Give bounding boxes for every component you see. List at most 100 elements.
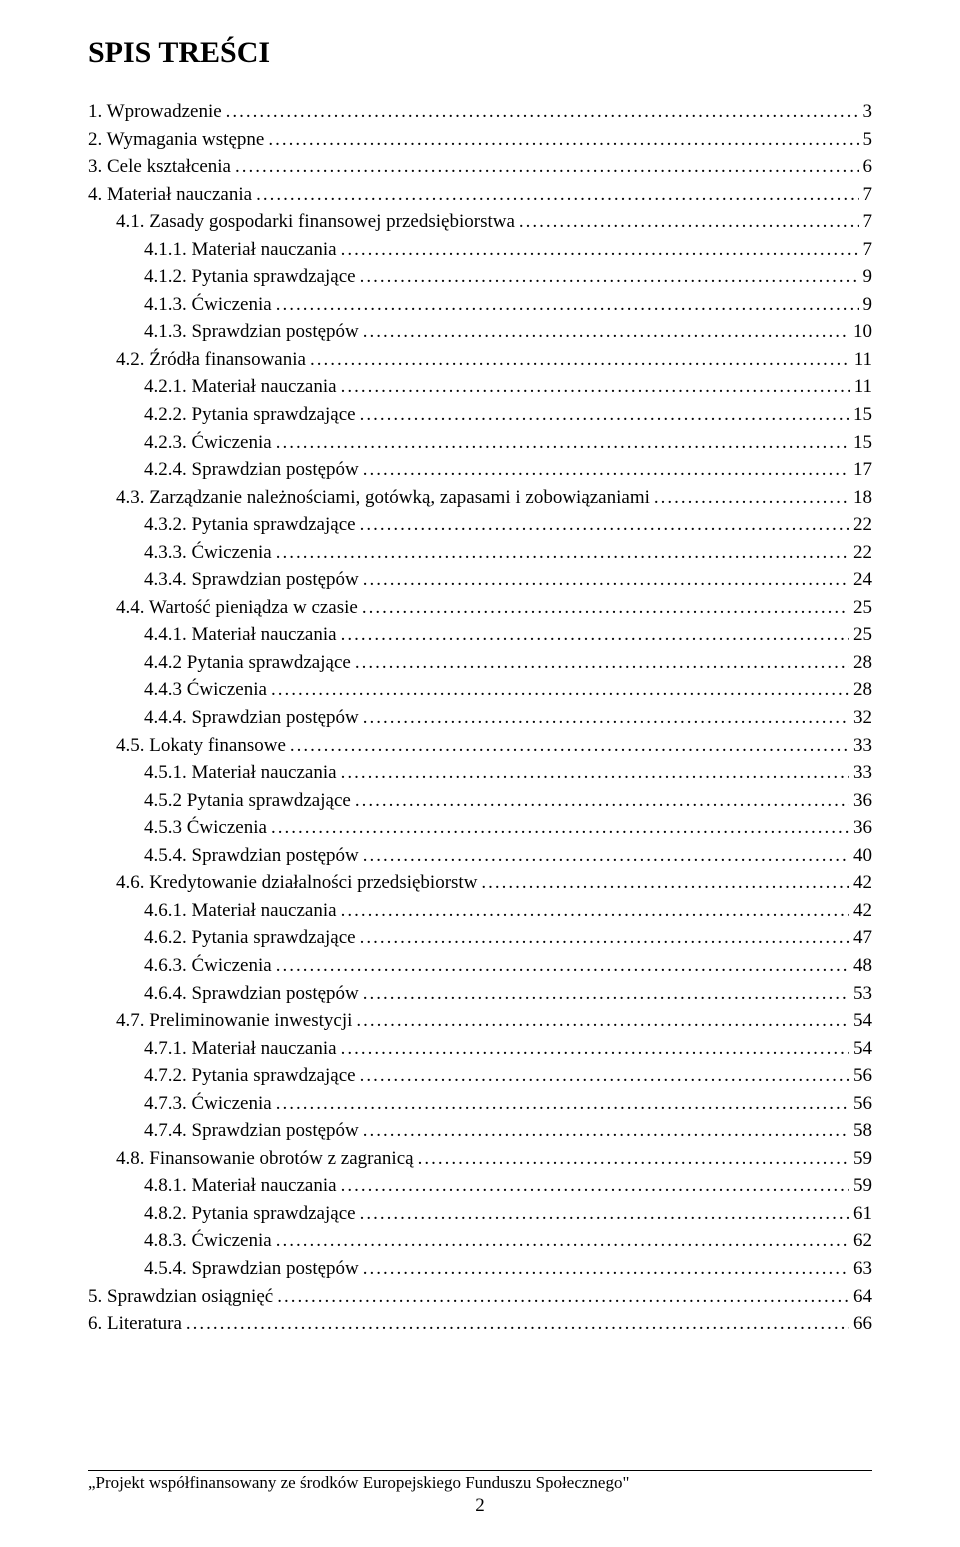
toc-page-number: 56: [853, 1062, 872, 1090]
toc-label: 4.5.4. Sprawdzian postępów: [144, 842, 359, 870]
toc-row: 4.8.2. Pytania sprawdzające 61: [88, 1200, 872, 1228]
toc-page-number: 7: [863, 181, 873, 209]
toc-page-number: 28: [853, 676, 872, 704]
toc-leader-dots: [276, 952, 849, 980]
toc-page-number: 64: [853, 1283, 872, 1311]
toc-page-number: 22: [853, 539, 872, 567]
toc-row: 4.1.3. Ćwiczenia 9: [88, 291, 872, 319]
toc-label: 4.8. Finansowanie obrotów z zagranicą: [116, 1145, 414, 1173]
toc-row: 4.4.4. Sprawdzian postępów 32: [88, 704, 872, 732]
toc-page-number: 54: [853, 1035, 872, 1063]
toc-page-number: 15: [853, 401, 872, 429]
toc-label: 4.3. Zarządzanie należnościami, gotówką,…: [116, 484, 650, 512]
toc-label: 4.4.1. Materiał nauczania: [144, 621, 337, 649]
toc-label: 4.8.2. Pytania sprawdzające: [144, 1200, 356, 1228]
toc-row: 4.5.1. Materiał nauczania 33: [88, 759, 872, 787]
toc-label: 1. Wprowadzenie: [88, 98, 222, 126]
toc-page-number: 48: [853, 952, 872, 980]
toc-label: 4.2.3. Ćwiczenia: [144, 429, 272, 457]
toc-row: 4.6.2. Pytania sprawdzające 47: [88, 924, 872, 952]
toc-page-number: 33: [853, 732, 872, 760]
toc-row: 4.3.4. Sprawdzian postępów 24: [88, 566, 872, 594]
toc-leader-dots: [363, 1255, 849, 1283]
toc-leader-dots: [355, 787, 849, 815]
toc-leader-dots: [341, 897, 849, 925]
toc-page-number: 53: [853, 980, 872, 1008]
toc-row: 4.4.3 Ćwiczenia 28: [88, 676, 872, 704]
page-footer: „Projekt współfinansowany ze środków Eur…: [88, 1470, 872, 1517]
toc-label: 4.1.3. Ćwiczenia: [144, 291, 272, 319]
toc-leader-dots: [276, 291, 859, 319]
toc-label: 4.5.3 Ćwiczenia: [144, 814, 267, 842]
toc-label: 4.4.2 Pytania sprawdzające: [144, 649, 351, 677]
toc-row: 4.2.2. Pytania sprawdzające 15: [88, 401, 872, 429]
toc-row: 4.4.2 Pytania sprawdzające 28: [88, 649, 872, 677]
toc-row: 4.4.1. Materiał nauczania 25: [88, 621, 872, 649]
toc-page-number: 42: [853, 869, 872, 897]
toc-row: 4.8. Finansowanie obrotów z zagranicą 59: [88, 1145, 872, 1173]
toc-row: 4.5.4. Sprawdzian postępów 63: [88, 1255, 872, 1283]
toc-page-number: 11: [854, 373, 872, 401]
footer-text: „Projekt współfinansowany ze środków Eur…: [88, 1473, 872, 1493]
toc-leader-dots: [235, 153, 859, 181]
toc-row: 4.1. Zasady gospodarki finansowej przeds…: [88, 208, 872, 236]
toc-row: 4.4. Wartość pieniądza w czasie 25: [88, 594, 872, 622]
toc-row: 4.7.4. Sprawdzian postępów 58: [88, 1117, 872, 1145]
toc-leader-dots: [341, 1172, 849, 1200]
toc-row: 4.6.4. Sprawdzian postępów 53: [88, 980, 872, 1008]
toc-row: 6. Literatura 66: [88, 1310, 872, 1338]
toc-label: 4.7.3. Ćwiczenia: [144, 1090, 272, 1118]
toc-page-number: 9: [863, 263, 873, 291]
toc-leader-dots: [310, 346, 850, 374]
toc-row: 4.2.1. Materiał nauczania 11: [88, 373, 872, 401]
toc-page-number: 59: [853, 1145, 872, 1173]
footer-page-number: 2: [88, 1495, 872, 1517]
toc-row: 4.2.4. Sprawdzian postępów 17: [88, 456, 872, 484]
toc-leader-dots: [276, 429, 849, 457]
footer-divider: [88, 1470, 872, 1471]
toc-leader-dots: [271, 814, 849, 842]
toc-label: 4.6.2. Pytania sprawdzające: [144, 924, 356, 952]
toc-leader-dots: [363, 566, 849, 594]
toc-leader-dots: [654, 484, 849, 512]
toc-page-number: 28: [853, 649, 872, 677]
toc-leader-dots: [363, 456, 849, 484]
toc-row: 4.1.2. Pytania sprawdzające 9: [88, 263, 872, 291]
document-page: SPIS TREŚCI 1. Wprowadzenie 32. Wymagani…: [0, 0, 960, 1547]
toc-page-number: 6: [863, 153, 873, 181]
toc-page-number: 15: [853, 429, 872, 457]
toc-page-number: 36: [853, 814, 872, 842]
toc-label: 5. Sprawdzian osiągnięć: [88, 1283, 273, 1311]
toc-row: 4.3.2. Pytania sprawdzające 22: [88, 511, 872, 539]
toc-page-number: 24: [853, 566, 872, 594]
toc-row: 4.6.3. Ćwiczenia 48: [88, 952, 872, 980]
toc-label: 4.1.3. Sprawdzian postępów: [144, 318, 359, 346]
toc-label: 4.5.2 Pytania sprawdzające: [144, 787, 351, 815]
toc-row: 4.7.3. Ćwiczenia 56: [88, 1090, 872, 1118]
toc-page-number: 32: [853, 704, 872, 732]
toc-page-number: 17: [853, 456, 872, 484]
toc-leader-dots: [276, 1090, 849, 1118]
toc-page-number: 62: [853, 1227, 872, 1255]
toc-label: 4.7.2. Pytania sprawdzające: [144, 1062, 356, 1090]
toc-page-number: 7: [863, 208, 873, 236]
table-of-contents: 1. Wprowadzenie 32. Wymagania wstępne 53…: [88, 98, 872, 1338]
toc-row: 4.5.3 Ćwiczenia 36: [88, 814, 872, 842]
toc-page-number: 59: [853, 1172, 872, 1200]
toc-label: 4.8.1. Materiał nauczania: [144, 1172, 337, 1200]
toc-leader-dots: [186, 1310, 849, 1338]
toc-row: 4.2. Źródła finansowania 11: [88, 346, 872, 374]
toc-label: 4.2. Źródła finansowania: [116, 346, 306, 374]
toc-page-number: 5: [863, 126, 873, 154]
toc-label: 4. Materiał nauczania: [88, 181, 252, 209]
toc-leader-dots: [226, 98, 859, 126]
toc-leader-dots: [360, 1062, 849, 1090]
toc-page-number: 25: [853, 621, 872, 649]
toc-row: 4.6.1. Materiał nauczania 42: [88, 897, 872, 925]
toc-row: 4.7. Preliminowanie inwestycji 54: [88, 1007, 872, 1035]
toc-leader-dots: [341, 236, 859, 264]
toc-page-number: 9: [863, 291, 873, 319]
toc-page-number: 3: [863, 98, 873, 126]
toc-leader-dots: [268, 126, 858, 154]
toc-label: 4.5.4. Sprawdzian postępów: [144, 1255, 359, 1283]
